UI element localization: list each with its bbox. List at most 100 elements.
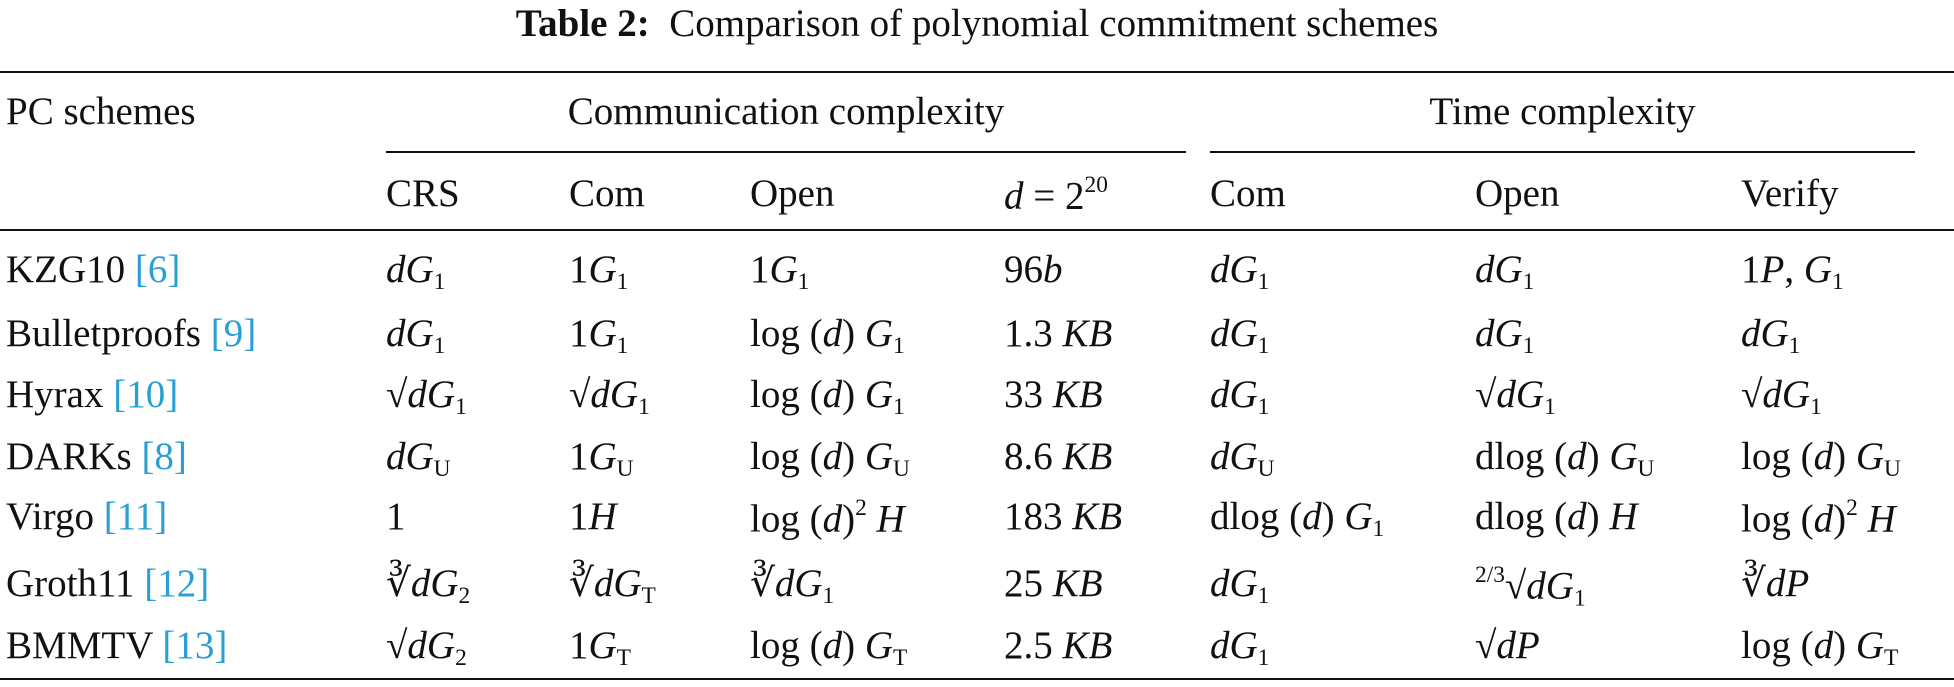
text-run: log ( xyxy=(1741,435,1814,478)
column-header: CRS xyxy=(386,172,460,215)
text-run: 1 xyxy=(569,248,589,291)
row-name: KZG10 [6] xyxy=(6,250,180,289)
cell: log (d) G1 xyxy=(750,314,905,358)
italic-run: d xyxy=(1004,174,1024,218)
italic-run: dG xyxy=(1210,624,1258,667)
text-run: ) xyxy=(1833,435,1856,478)
text-run: ) xyxy=(1833,497,1847,541)
text-run: 1.3 xyxy=(1004,312,1063,355)
subscript: 1 xyxy=(616,269,629,296)
text-run: ) xyxy=(842,624,865,667)
text-run: log ( xyxy=(1741,497,1814,541)
subscript: 2 xyxy=(455,645,467,672)
text-run: log ( xyxy=(750,373,823,416)
subscript: 1 xyxy=(797,269,810,296)
text-run: log ( xyxy=(750,624,823,667)
cell: dG1 xyxy=(1210,564,1269,608)
cell: 1GT xyxy=(569,626,631,670)
citation[interactable]: [10] xyxy=(113,373,179,416)
column-header: Open xyxy=(1475,172,1560,215)
subscript: 1 xyxy=(1573,585,1586,612)
text-run: ) xyxy=(1321,495,1345,538)
column-header: Open xyxy=(750,172,835,215)
citation[interactable]: [11] xyxy=(103,495,168,538)
italic-run: G xyxy=(1855,435,1884,478)
italic-run: KB xyxy=(1052,562,1103,605)
citation[interactable]: [9] xyxy=(210,312,257,355)
subscript: 1 xyxy=(1788,333,1801,360)
text-run: 96 xyxy=(1004,248,1043,291)
italic-run: H xyxy=(1609,495,1638,538)
cell: 2.5 KB xyxy=(1004,626,1112,665)
cell: log (d)2 H xyxy=(750,496,905,541)
italic-run: dG xyxy=(1210,373,1258,416)
row-name: Bulletproofs [9] xyxy=(6,314,256,353)
cell: 1G1 xyxy=(569,314,628,358)
cell: log (d) G1 xyxy=(750,375,905,419)
italic-run: dG xyxy=(1496,373,1545,416)
superscript: 20 xyxy=(1084,172,1108,198)
text-run: log ( xyxy=(750,497,823,541)
text-run xyxy=(1858,497,1868,540)
scheme-name: Virgo xyxy=(6,495,94,538)
text-run: ) xyxy=(842,312,865,355)
header-rule xyxy=(0,229,1954,231)
text-run: √ xyxy=(569,373,591,416)
cell: log (d) GT xyxy=(1741,626,1898,670)
italic-run: P xyxy=(1760,248,1785,291)
italic-run: d xyxy=(822,312,843,355)
cell: ∛dG2 xyxy=(386,564,470,608)
group-rule xyxy=(386,151,1186,153)
text-run: 1 xyxy=(569,624,589,667)
text-run: log ( xyxy=(750,312,823,355)
cell: log (d) GT xyxy=(750,626,907,670)
text-run: , xyxy=(1784,248,1804,291)
italic-run: KB xyxy=(1052,373,1103,416)
text-run: 1 xyxy=(569,435,589,478)
cell: 25 KB xyxy=(1004,564,1103,603)
cell: dlog (d) H xyxy=(1475,497,1638,536)
column-header: Com xyxy=(569,172,645,215)
text-run: √ xyxy=(386,373,408,416)
cell: dG1 xyxy=(1210,314,1269,358)
subscript: 2 xyxy=(458,583,471,610)
italic-run: H xyxy=(876,497,905,541)
italic-run: G xyxy=(864,312,893,355)
text-run: 1 xyxy=(1741,248,1761,291)
italic-run: G xyxy=(1803,248,1832,291)
subscript: 1 xyxy=(1522,333,1535,360)
italic-run: dG xyxy=(1210,248,1258,291)
cell: dGU xyxy=(1210,437,1275,481)
row-name: Virgo [11] xyxy=(6,497,167,536)
cell: dG1 xyxy=(1741,314,1800,358)
text-run: ) xyxy=(842,497,856,541)
subscript: 1 xyxy=(893,394,905,421)
italic-run: G xyxy=(588,312,617,355)
subscript: 1 xyxy=(1544,394,1556,421)
citation[interactable]: [6] xyxy=(134,248,181,291)
italic-run: dP xyxy=(1765,562,1810,605)
citation[interactable]: [12] xyxy=(144,562,210,605)
italic-run: dG xyxy=(1475,248,1523,291)
italic-run: G xyxy=(1344,495,1373,538)
italic-run: dP xyxy=(1496,624,1540,667)
citation[interactable]: [8] xyxy=(141,435,187,478)
italic-run: dG xyxy=(386,312,434,355)
title: Table 2: Comparison of polynomial commit… xyxy=(0,4,1954,43)
text-run: 25 xyxy=(1004,562,1053,605)
citation[interactable]: [13] xyxy=(162,624,228,667)
text-run: log ( xyxy=(750,435,823,478)
scheme-name: Groth11 xyxy=(6,562,135,605)
subscript: 1 xyxy=(433,333,446,360)
text-run: 1 xyxy=(750,248,770,291)
cell: log (d) GU xyxy=(750,437,910,481)
subscript: T xyxy=(616,645,631,672)
text-run: dlog ( xyxy=(1475,495,1568,538)
cell: ∛dP xyxy=(1741,564,1809,603)
subscript: 1 xyxy=(1372,516,1385,543)
subscript: 1 xyxy=(1522,269,1535,296)
italic-run: d xyxy=(1567,435,1587,478)
italic-run: G xyxy=(864,373,893,416)
bottom-rule xyxy=(0,678,1954,680)
